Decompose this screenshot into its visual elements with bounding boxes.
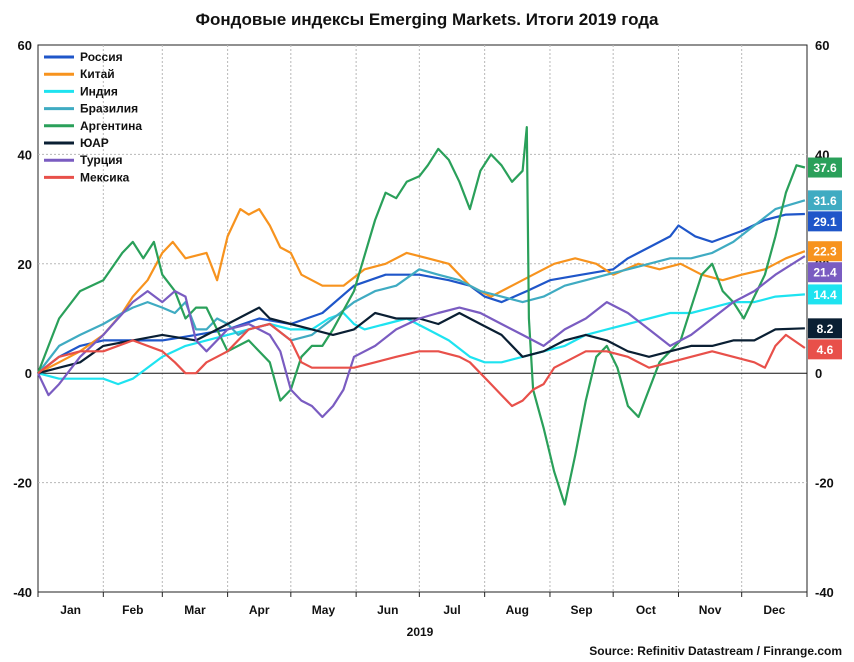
- x-axis-label: 2019: [407, 625, 434, 639]
- end-label-box: [808, 190, 842, 211]
- legend-entry: Турция: [80, 153, 122, 167]
- legend-entry: Бразилия: [80, 102, 138, 116]
- y-tick-label-left: -40: [13, 585, 32, 600]
- y-tick-label-right: 60: [815, 38, 829, 53]
- end-label-box: [808, 262, 842, 283]
- end-label-box: [808, 157, 842, 178]
- x-tick-label: Mar: [184, 603, 206, 617]
- x-tick-label: Feb: [122, 603, 143, 617]
- end-label: 8.2: [817, 322, 834, 336]
- series-line-5: [37, 306, 805, 375]
- y-tick-label-right: 0: [815, 366, 822, 381]
- end-label-box: [808, 211, 842, 232]
- series-line-3: [37, 199, 806, 374]
- legend-entry: ЮАР: [80, 136, 109, 150]
- y-tick-label-left: 60: [18, 38, 32, 53]
- end-label-box: [808, 318, 842, 339]
- x-tick-label: Sep: [571, 603, 593, 617]
- x-tick-label: Dec: [763, 603, 785, 617]
- x-tick-label: Jul: [443, 603, 460, 617]
- end-label: 21.4: [813, 266, 837, 280]
- end-label: 29.1: [813, 215, 837, 229]
- y-tick-label-left: 40: [18, 147, 32, 162]
- end-label-box: [808, 284, 842, 305]
- end-label: 31.6: [813, 194, 837, 208]
- end-labels: 37.6 31.6 29.1 22.3 21.4 14.4 8.2 4.6: [808, 157, 842, 360]
- legend-entry: Мексика: [80, 170, 130, 184]
- x-tick-label: Jun: [377, 603, 398, 617]
- x-tick-label: Nov: [699, 603, 722, 617]
- x-tick-label: Aug: [506, 603, 529, 617]
- source-note: Source: Refinitiv Datastream / Finrange.…: [589, 644, 842, 658]
- end-label: 22.3: [813, 245, 837, 259]
- x-tick-label: Apr: [249, 603, 270, 617]
- series-layer: [36, 126, 806, 506]
- y-tick-label-right: -40: [815, 585, 834, 600]
- y-tick-label-left: 0: [25, 366, 32, 381]
- series-line-7: [37, 322, 806, 408]
- axes: -40-40-20-2000202040406060JanFebMarAprMa…: [13, 38, 834, 617]
- series-line-4: [36, 126, 806, 506]
- series-line-0: [37, 212, 805, 375]
- end-label: 4.6: [817, 343, 834, 357]
- legend-entry: Индия: [80, 84, 118, 98]
- legend-entry: Россия: [80, 50, 123, 64]
- end-label: 37.6: [813, 161, 837, 175]
- y-tick-label-right: -20: [815, 476, 834, 491]
- y-tick-label-left: -20: [13, 476, 32, 491]
- series-line-6: [37, 255, 806, 419]
- series-line-1: [37, 208, 806, 375]
- end-label: 14.4: [813, 288, 837, 302]
- legend-entry: Китай: [80, 67, 115, 81]
- legend-entry: Аргентина: [80, 119, 142, 133]
- end-label-box: [808, 241, 842, 262]
- x-tick-label: Oct: [636, 603, 656, 617]
- x-tick-label: Jan: [60, 603, 81, 617]
- x-tick-label: May: [312, 603, 336, 617]
- chart-title: Фондовые индексы Emerging Markets. Итоги…: [195, 10, 659, 29]
- legend: Россия Китай Индия Бразилия Аргентина ЮАР Турц…: [44, 50, 142, 184]
- y-tick-label-left: 20: [18, 257, 32, 272]
- end-label-box: [808, 339, 842, 360]
